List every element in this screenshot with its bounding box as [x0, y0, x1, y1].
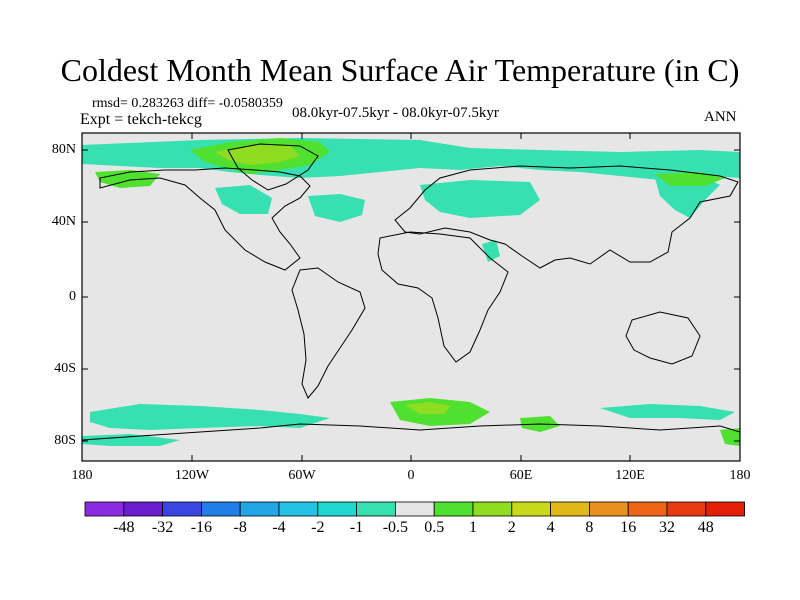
colorbar-box — [317, 501, 357, 517]
colorbar-box — [394, 501, 435, 517]
lon-label-180w: 180 — [71, 468, 93, 483]
colorbar-box — [589, 501, 629, 517]
colorbar-box — [162, 501, 202, 517]
colorbar-label: -1 — [349, 519, 364, 536]
lat-label-80n: 80N — [51, 142, 76, 157]
anomaly-namerica-cyan — [215, 185, 272, 214]
lon-label-60e: 60E — [509, 468, 533, 483]
colorbar-label: 48 — [697, 519, 714, 536]
lon-ticks — [191, 133, 631, 461]
anomaly-atlantic-cyan — [308, 194, 365, 222]
colorbar-box — [84, 501, 125, 517]
anomaly-greenland-yellow — [215, 145, 300, 165]
lat-label-0: 0 — [69, 289, 76, 304]
anomaly-alaska-green — [95, 170, 160, 188]
colorbar-box — [433, 501, 474, 517]
colorbar-box — [356, 501, 396, 517]
lon-label-60w: 60W — [288, 468, 316, 483]
colorbar-label: 2 — [507, 519, 516, 536]
colorbar-box — [200, 501, 241, 517]
coast-south-america — [291, 267, 366, 399]
coast-eurasia — [394, 165, 739, 269]
colorbar-label: -0.5 — [382, 519, 409, 536]
colorbar-label: 16 — [620, 519, 637, 536]
colorbar-box — [123, 501, 164, 517]
lat-ticks — [82, 149, 740, 442]
colorbar-label: 4 — [546, 519, 555, 536]
lat-label-80s: 80S — [54, 433, 76, 448]
coastlines — [81, 143, 741, 441]
plot-title: Coldest Month Mean Surface Air Temperatu… — [60, 52, 740, 88]
colorbar-box — [239, 501, 280, 517]
experiment-label: Expt = tekch-tekcg — [80, 111, 202, 128]
lat-label-40n: 40N — [51, 214, 76, 229]
season-label: ANN — [704, 109, 737, 125]
colorbar-box — [627, 501, 668, 517]
colorbar-box — [705, 501, 745, 517]
colorbar-label: -16 — [190, 519, 213, 536]
colorbar-label: 32 — [659, 519, 675, 536]
colorbar-box — [511, 501, 551, 517]
colorbar-label: -48 — [113, 519, 135, 536]
period-label: 08.0kyr-07.5kyr - 08.0kyr-07.5kyr — [292, 105, 499, 121]
anomaly-southern-yellow — [405, 402, 450, 414]
colorbar-box — [550, 501, 590, 517]
anomaly-asia-cyan — [420, 180, 540, 218]
anomaly-southern-cyan-2 — [600, 404, 735, 420]
lat-label-40s: 40S — [54, 361, 76, 376]
coast-greenland — [227, 143, 319, 191]
lon-label-120w: 120W — [174, 468, 210, 483]
coast-africa — [377, 231, 509, 363]
colorbar-label: -8 — [233, 519, 247, 536]
coast-antarctica — [81, 423, 741, 441]
colorbar-label: 8 — [585, 519, 594, 536]
coast-north-america — [99, 167, 311, 271]
anomaly-siberia-green — [655, 172, 725, 186]
lon-label-0: 0 — [407, 468, 415, 483]
colorbar-box — [666, 501, 707, 517]
colorbar-box — [278, 501, 319, 517]
anomaly-antarctic-cyan — [82, 434, 180, 446]
lon-label-120e: 120E — [615, 468, 645, 483]
colorbar-label: -2 — [311, 519, 325, 536]
anomaly-arabia-cyan — [482, 240, 500, 262]
anomaly-southern-cyan — [90, 404, 330, 430]
coast-australia — [625, 311, 701, 365]
stats-line: rmsd= 0.283263 diff= -0.0580359 — [92, 96, 283, 111]
colorbar-label: -32 — [151, 519, 174, 536]
colorbar-label: 0.5 — [424, 519, 445, 536]
colorbar-label: 1 — [469, 519, 477, 536]
lon-label-180e: 180 — [729, 468, 751, 483]
colorbar-label: -4 — [272, 519, 286, 536]
colorbar-box — [472, 501, 513, 517]
